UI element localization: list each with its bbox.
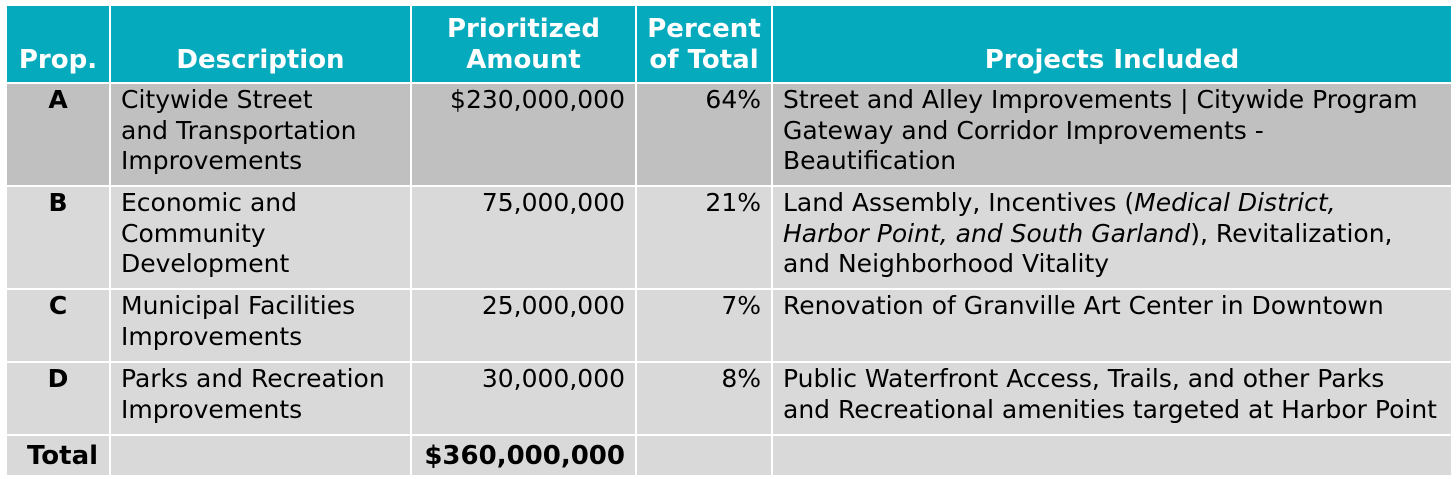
total-projects-cell (771, 434, 1453, 477)
header-amount-line2: Amount (466, 45, 581, 75)
projects-line: and Neighborhood Vitality (783, 249, 1110, 278)
description-cell: Parks and Recreation Improvements (109, 361, 412, 436)
percent-cell: 8% (635, 361, 773, 436)
projects-line: and Recreational amenities targeted at H… (783, 394, 1437, 424)
description-line: Improvements (121, 394, 303, 424)
description-cell: Economic and Community Development (109, 185, 412, 290)
header-projects: Projects Included (771, 4, 1453, 84)
description-line: Improvements (121, 146, 303, 175)
projects-cell: Land Assembly, Incentives (Medical Distr… (771, 185, 1453, 290)
description-line: Municipal Facilities (121, 291, 356, 320)
header-amount: Prioritized Amount (410, 4, 637, 84)
header-percent-line2: of Total (649, 45, 759, 75)
total-percent-cell (635, 434, 773, 477)
total-label: Total (5, 434, 111, 477)
projects-text: ), Revitalization, (1190, 218, 1393, 248)
description-line: Improvements (121, 321, 303, 351)
projects-line: Harbor Point, and South Garland), Revita… (783, 219, 1441, 250)
projects-line: Street and Alley Improvements | Citywide… (783, 85, 1418, 114)
projects-cell: Public Waterfront Access, Trails, and ot… (771, 361, 1453, 436)
header-percent: Percent of Total (635, 4, 773, 84)
amount-cell: 75,000,000 (410, 185, 637, 290)
projects-text: Land Assembly, Incentives ( (783, 188, 1135, 217)
amount-cell: 25,000,000 (410, 288, 637, 363)
description-cell: Citywide Street and Transportation Impro… (109, 82, 412, 187)
table-row: A Citywide Street and Transportation Imp… (5, 82, 1453, 187)
description-line: Economic and (121, 188, 298, 217)
projects-italic-text: Medical District, (1134, 188, 1336, 217)
header-description: Description (109, 4, 412, 84)
amount-cell: $230,000,000 (410, 82, 637, 187)
description-line: Citywide Street (121, 85, 313, 114)
projects-cell: Street and Alley Improvements | Citywide… (771, 82, 1453, 187)
projects-line: Renovation of Granville Art Center in Do… (783, 291, 1384, 320)
total-amount: $360,000,000 (410, 434, 637, 477)
prop-cell: B (5, 185, 111, 290)
prop-cell: A (5, 82, 111, 187)
description-line: Community (121, 218, 266, 248)
table-row: D Parks and Recreation Improvements 30,0… (5, 361, 1453, 436)
prop-cell: C (5, 288, 111, 363)
description-line: Parks and Recreation (121, 364, 385, 393)
percent-cell: 7% (635, 288, 773, 363)
amount-cell: 30,000,000 (410, 361, 637, 436)
header-prop: Prop. (5, 4, 111, 84)
header-amount-line1: Prioritized (446, 14, 601, 44)
total-description-cell (109, 434, 412, 477)
bond-propositions-table: Prop. Description Prioritized Amount Per… (5, 4, 1453, 477)
header-row: Prop. Description Prioritized Amount Per… (5, 4, 1453, 84)
projects-line: Gateway and Corridor Improvements - Beau… (783, 115, 1264, 176)
prop-cell: D (5, 361, 111, 436)
table-row: C Municipal Facilities Improvements 25,0… (5, 288, 1453, 363)
percent-cell: 21% (635, 185, 773, 290)
percent-cell: 64% (635, 82, 773, 187)
header-percent-line1: Percent (647, 14, 761, 44)
projects-line: Public Waterfront Access, Trails, and ot… (783, 364, 1385, 393)
description-line: Development (121, 249, 290, 278)
description-line: and Transportation (121, 115, 357, 145)
projects-italic-text: Harbor Point, and South Garland (783, 218, 1191, 248)
projects-line: Land Assembly, Incentives (Medical Distr… (783, 188, 1441, 219)
projects-cell: Renovation of Granville Art Center in Do… (771, 288, 1453, 363)
total-row: Total $360,000,000 (5, 434, 1453, 477)
description-cell: Municipal Facilities Improvements (109, 288, 412, 363)
table-row: B Economic and Community Development 75,… (5, 185, 1453, 290)
